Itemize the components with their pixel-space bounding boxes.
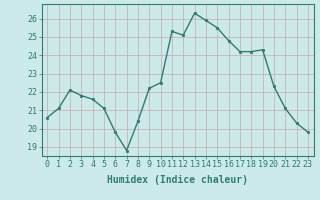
X-axis label: Humidex (Indice chaleur): Humidex (Indice chaleur) [107, 175, 248, 185]
